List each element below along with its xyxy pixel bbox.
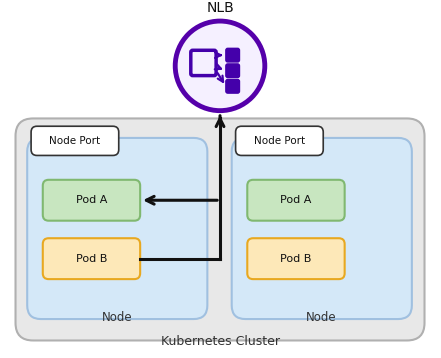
Text: Pod A: Pod A (280, 195, 312, 205)
FancyBboxPatch shape (15, 118, 425, 340)
FancyBboxPatch shape (235, 126, 323, 155)
Text: Node Port: Node Port (254, 136, 305, 146)
Text: Pod B: Pod B (280, 254, 312, 264)
FancyBboxPatch shape (31, 126, 119, 155)
FancyBboxPatch shape (247, 238, 345, 279)
FancyBboxPatch shape (232, 138, 412, 319)
Text: Kubernetes Cluster: Kubernetes Cluster (161, 335, 280, 348)
FancyBboxPatch shape (247, 180, 345, 221)
Text: NLB: NLB (206, 1, 234, 15)
FancyBboxPatch shape (226, 48, 239, 62)
FancyBboxPatch shape (27, 138, 207, 319)
Text: Pod B: Pod B (76, 254, 107, 264)
Text: Node: Node (101, 311, 132, 324)
Text: Pod A: Pod A (76, 195, 107, 205)
Circle shape (175, 21, 265, 111)
FancyBboxPatch shape (43, 180, 140, 221)
FancyBboxPatch shape (43, 238, 140, 279)
Text: Node Port: Node Port (49, 136, 101, 146)
Text: Node: Node (306, 311, 336, 324)
FancyBboxPatch shape (226, 64, 239, 78)
FancyBboxPatch shape (226, 79, 239, 93)
